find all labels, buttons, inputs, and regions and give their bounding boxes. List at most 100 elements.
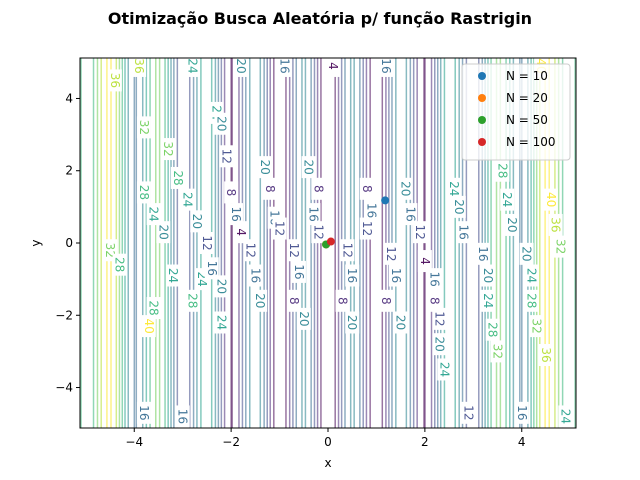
contour-label-bg — [233, 221, 248, 244]
contour-label-bg — [311, 177, 326, 200]
contour-label: 36 — [539, 347, 553, 362]
contour-label-bg — [456, 221, 471, 244]
contour-label: 28 — [137, 185, 151, 200]
contour-label: 16 — [205, 261, 219, 276]
legend-marker — [478, 72, 486, 80]
contour-label: 24 — [185, 58, 199, 73]
contour-label-bg — [461, 401, 476, 424]
contour-label: 28 — [171, 170, 185, 185]
contour-label-bg — [204, 257, 219, 280]
x-tick-label: 0 — [324, 435, 332, 449]
contour-label: 20 — [234, 58, 248, 73]
contour-label-bg — [519, 242, 534, 265]
contour-label-bg — [277, 54, 292, 77]
contour-label: 20 — [399, 181, 413, 196]
contour-label: 24 — [214, 315, 228, 330]
contour-label: 20 — [214, 279, 228, 294]
contour-label-bg — [214, 112, 229, 135]
contour-label-bg — [219, 145, 234, 168]
contour-label: 24 — [447, 181, 461, 196]
contour-label: 20 — [345, 315, 359, 330]
contour-label: 28 — [495, 163, 509, 178]
contour-label-bg — [553, 235, 568, 258]
plot-area: 32 28 32 28 24 20 28 24 40 32 28 24 20 12 28 24 16 20 24 24… — [79, 54, 577, 429]
contour-label: 8 — [311, 185, 325, 193]
contour-label: 12 — [360, 221, 374, 236]
contour-label: 24 — [500, 192, 514, 207]
contour-label-bg — [175, 405, 190, 428]
y-tick-label: −2 — [55, 308, 73, 322]
contour-label: 28 — [147, 300, 161, 315]
contour-label-bg — [345, 311, 360, 334]
x-tick-label: −2 — [222, 435, 240, 449]
contour-label-bg — [490, 340, 505, 363]
y-tick-label: 0 — [65, 236, 73, 250]
contour-label-bg — [243, 239, 258, 262]
contour-label: 16 — [476, 246, 490, 261]
contour-label-bg — [272, 217, 287, 240]
contour-label-bg — [107, 69, 122, 92]
contour-label-bg — [393, 311, 408, 334]
contour-label-bg — [325, 54, 340, 77]
x-tick-label: −4 — [125, 435, 143, 449]
contour-label-bg — [505, 213, 520, 236]
contour-label-bg — [287, 239, 302, 262]
contour-label-bg — [258, 156, 273, 179]
contour-label: 20 — [481, 268, 495, 283]
contour-label-bg — [214, 311, 229, 334]
contour-label: 16 — [277, 58, 291, 73]
contour-label-bg — [180, 188, 195, 211]
y-tick-label: 4 — [65, 91, 73, 105]
y-axis-ticks: −4 −2 0 2 4 — [55, 91, 80, 395]
contour-label: 32 — [491, 344, 505, 359]
contour-label-bg — [432, 307, 447, 330]
contour-label-bg — [548, 213, 563, 236]
contour-label-bg — [524, 289, 539, 312]
contour-label: 32 — [137, 120, 151, 135]
contour-label-bg — [427, 289, 442, 312]
contour-label-bg — [359, 217, 374, 240]
contour-label-bg — [398, 177, 413, 200]
contour-label: 8 — [224, 189, 238, 197]
contour-label: 8 — [428, 297, 442, 305]
contour-label-bg — [417, 250, 432, 273]
x-tick-label: 2 — [421, 435, 429, 449]
contour-label-bg — [379, 54, 394, 77]
data-point — [326, 237, 335, 246]
contour-label-bg — [185, 289, 200, 312]
contour-label: 16 — [292, 264, 306, 279]
contour-label-bg — [413, 221, 428, 244]
contour-label-bg — [446, 177, 461, 200]
contour-label-bg — [524, 264, 539, 287]
contour-label: 16 — [403, 206, 417, 221]
data-point — [381, 196, 390, 205]
legend-label: N = 50 — [506, 113, 548, 127]
contour-label: 12 — [244, 243, 258, 258]
legend-label: N = 10 — [506, 69, 548, 83]
contour-label-bg — [136, 401, 151, 424]
contour-label-bg — [485, 318, 500, 341]
contour-label-bg — [185, 54, 200, 77]
contour-label-bg — [301, 156, 316, 179]
contour-label: 12 — [461, 405, 475, 420]
contour-label: 12 — [219, 149, 233, 164]
contour-label: 20 — [452, 199, 466, 214]
contour-label-bg — [437, 358, 452, 381]
contour-label-bg — [514, 401, 529, 424]
contour-label: 24 — [558, 409, 572, 424]
y-axis-label: y — [29, 239, 43, 246]
data-points — [322, 196, 390, 249]
contour-label: 32 — [554, 239, 568, 254]
contour-label-bg — [287, 289, 302, 312]
contour-label-bg — [248, 264, 263, 287]
contour-label: 12 — [413, 225, 427, 240]
legend-box — [461, 63, 571, 161]
contour-label-bg — [262, 177, 277, 200]
contour-label: 24 — [481, 293, 495, 308]
legend-marker — [478, 116, 486, 124]
contour-label-bg — [306, 203, 321, 226]
chart-title: Otimização Busca Aleatória p/ função Ras… — [108, 9, 532, 28]
contour-label: 24 — [166, 268, 180, 283]
contour-label-bg — [558, 405, 573, 428]
contour-label: 16 — [379, 58, 393, 73]
